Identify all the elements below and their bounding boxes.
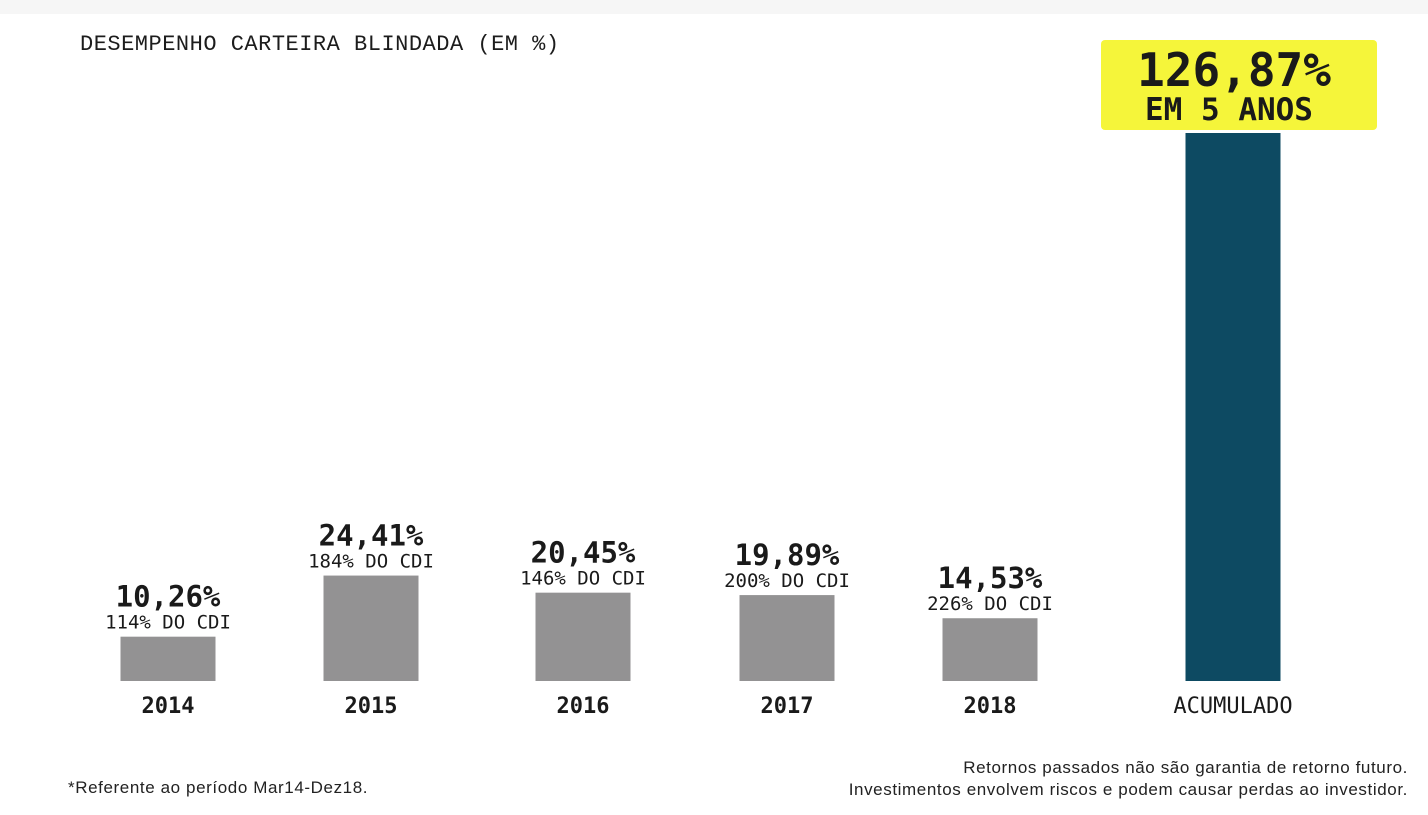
data-label: 10,26% <box>116 580 221 614</box>
top-strip <box>0 0 1428 14</box>
data-label: 24,41% <box>319 519 424 553</box>
cdi-label: 200% DO CDI <box>724 570 850 592</box>
accumulated-value-label: 126,87% <box>1137 43 1331 97</box>
x-tick-label: 2016 <box>557 694 610 719</box>
data-label: 14,53% <box>938 561 1043 595</box>
bar-2017 <box>739 595 835 681</box>
x-tick-label: 2017 <box>761 694 814 719</box>
x-tick-label: ACUMULADO <box>1173 694 1292 719</box>
accumulated-period-label: EM 5 ANOS <box>1145 92 1313 128</box>
disclaimer-line-2: Investimentos envolvem riscos e podem ca… <box>848 780 1408 799</box>
x-tick-label: 2014 <box>142 694 195 719</box>
bar-2016 <box>535 592 631 681</box>
cdi-label: 226% DO CDI <box>927 593 1053 615</box>
bar-2018 <box>942 618 1038 681</box>
bar-2015 <box>323 575 419 681</box>
x-tick-label: 2015 <box>345 694 398 719</box>
cdi-label: 114% DO CDI <box>105 612 231 634</box>
disclaimer-line-1: Retornos passados não são garantia de re… <box>963 758 1408 777</box>
disclaimer: Retornos passados não são garantia de re… <box>849 757 1408 801</box>
cdi-label: 146% DO CDI <box>520 568 646 590</box>
data-label: 20,45% <box>531 536 636 570</box>
chart-title: DESEMPENHO CARTEIRA BLINDADA (EM %) <box>80 32 560 57</box>
cdi-label: 184% DO CDI <box>308 551 434 573</box>
bar-2014 <box>120 636 216 681</box>
bar-acumulado <box>1185 133 1281 681</box>
highlight-box <box>1101 40 1377 130</box>
x-tick-label: 2018 <box>964 694 1017 719</box>
data-label: 19,89% <box>735 538 840 572</box>
footnote: *Referente ao período Mar14-Dez18. <box>68 778 369 797</box>
